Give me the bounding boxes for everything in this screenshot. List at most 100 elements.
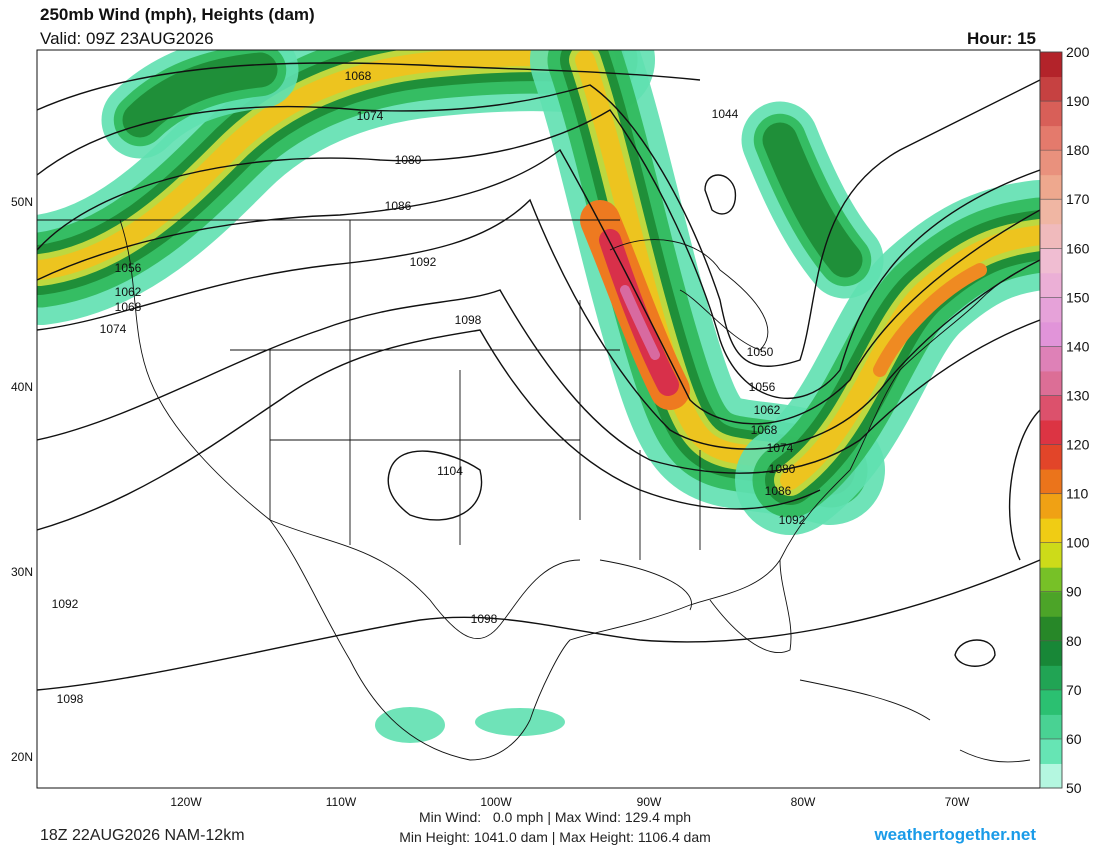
lon-label: 70W <box>945 795 970 809</box>
lat-label: 30N <box>11 565 33 579</box>
contour-label: 1092 <box>410 255 437 269</box>
geography <box>37 219 1040 763</box>
caribbean <box>799 679 1031 763</box>
height-contours <box>37 62 1040 691</box>
colorbar-swatch <box>1040 542 1062 568</box>
colorbar-swatch <box>1040 420 1062 446</box>
contour-label: 1098 <box>471 612 498 626</box>
jet-patch <box>375 707 445 743</box>
contour-label: 1074 <box>767 441 794 455</box>
colorbar-swatch <box>1040 248 1062 274</box>
colorbar-swatch <box>1040 346 1062 372</box>
colorbar-label: 100 <box>1066 535 1090 551</box>
colorbar-swatch <box>1040 125 1062 151</box>
colorbar-swatch <box>1040 101 1062 127</box>
contour-label: 1104 <box>437 464 463 478</box>
colorbar-swatch <box>1040 370 1062 396</box>
contour-line <box>37 198 1040 450</box>
contour-label: 1074 <box>100 322 127 336</box>
wind-range: Min Wind: 0.0 mph | Max Wind: 129.4 mph <box>419 809 691 825</box>
forecast-hour: Hour: 15 <box>967 29 1036 48</box>
colorbar-swatch <box>1040 518 1062 544</box>
height-range: Min Height: 1041.0 dam | Max Height: 110… <box>399 829 711 845</box>
colorbar-swatch <box>1040 640 1062 666</box>
state-borders <box>37 219 701 560</box>
colorbar-swatch <box>1040 738 1062 764</box>
contour-line <box>37 148 1040 425</box>
site-credit: weathertogether.net <box>873 825 1036 844</box>
colorbar-label: 130 <box>1066 387 1090 403</box>
contour-label: 1098 <box>57 692 84 706</box>
lon-label: 100W <box>480 795 512 809</box>
model-run: 18Z 22AUG2026 NAM-12km <box>40 827 245 844</box>
jet-band <box>762 122 863 278</box>
colorbar-label: 50 <box>1066 780 1082 796</box>
colorbar-swatch <box>1040 76 1062 102</box>
contour-label: 1056 <box>115 261 142 275</box>
lon-label: 110W <box>326 795 357 809</box>
contour-label: 1068 <box>115 300 142 314</box>
lon-label: 80W <box>791 795 816 809</box>
jet-band <box>780 225 1040 490</box>
valid-time: Valid: 09Z 23AUG2026 <box>40 29 214 48</box>
contour-label: 1098 <box>455 313 482 327</box>
jet-band <box>37 50 610 280</box>
colorbar-label: 70 <box>1066 682 1082 698</box>
colorbar-swatch <box>1040 689 1062 715</box>
colorbar-swatch <box>1040 591 1062 617</box>
jet-core <box>873 263 987 377</box>
colorbar-swatch <box>1040 395 1062 421</box>
colorbar-swatch <box>1040 150 1062 176</box>
lat-label: 40N <box>11 380 33 394</box>
contour-line <box>37 329 821 531</box>
colorbar-swatch <box>1040 223 1062 249</box>
contour-label: 1074 <box>357 109 384 123</box>
colorbar-label: 160 <box>1066 240 1090 256</box>
colorbar-swatch <box>1040 714 1062 740</box>
colorbar-label: 60 <box>1066 731 1082 747</box>
contour-line <box>37 289 1040 474</box>
colorbar-label: 200 <box>1066 44 1090 60</box>
colorbar-label: 90 <box>1066 584 1082 600</box>
jet-core <box>620 285 660 360</box>
colorbar-swatch <box>1040 665 1062 691</box>
coastline <box>119 219 1040 761</box>
colorbar-swatch <box>1040 444 1062 470</box>
colorbar-swatch <box>1040 321 1062 347</box>
contour-line <box>37 109 1040 399</box>
contour-label: 1050 <box>747 345 774 359</box>
contour-label: 1056 <box>749 380 776 394</box>
contour-label: 1080 <box>769 462 796 476</box>
contour-label: 1092 <box>779 513 806 527</box>
lon-label: 90W <box>637 795 662 809</box>
contour-line <box>37 559 1040 691</box>
contour-line <box>704 174 996 667</box>
contour-label: 1068 <box>751 423 778 437</box>
colorbar-swatch <box>1040 616 1062 642</box>
colorbar-swatch <box>1040 567 1062 593</box>
colorbar-swatch <box>1040 493 1062 519</box>
lon-label: 120W <box>170 795 202 809</box>
contour-label: 1080 <box>395 153 422 167</box>
contour-label: 1044 <box>712 107 739 121</box>
contour-label: 1062 <box>115 285 142 299</box>
map-labels: 50N 40N 30N 20N 120W 110W 100W 90W 80W 70W 1068 107… <box>11 69 970 809</box>
contour-line <box>387 450 483 521</box>
lat-label: 20N <box>11 750 33 764</box>
colorbar-swatch <box>1040 469 1062 495</box>
lat-label: 50N <box>11 195 33 209</box>
contour-line <box>1008 409 1040 561</box>
jet-patch <box>475 708 565 736</box>
colorbar-label: 140 <box>1066 338 1090 354</box>
colorbar-label: 120 <box>1066 437 1090 453</box>
colorbar-label: 150 <box>1066 289 1090 305</box>
contour-label: 1062 <box>754 403 781 417</box>
colorbar-label: 180 <box>1066 142 1090 158</box>
colorbar: 200 190 180 170 160 150 140 130 120 110 100 90 80 70 6… <box>1039 44 1090 796</box>
contour-line <box>37 62 701 111</box>
colorbar-swatch <box>1040 52 1062 78</box>
colorbar-label: 110 <box>1066 486 1089 502</box>
contour-label: 1086 <box>385 199 412 213</box>
